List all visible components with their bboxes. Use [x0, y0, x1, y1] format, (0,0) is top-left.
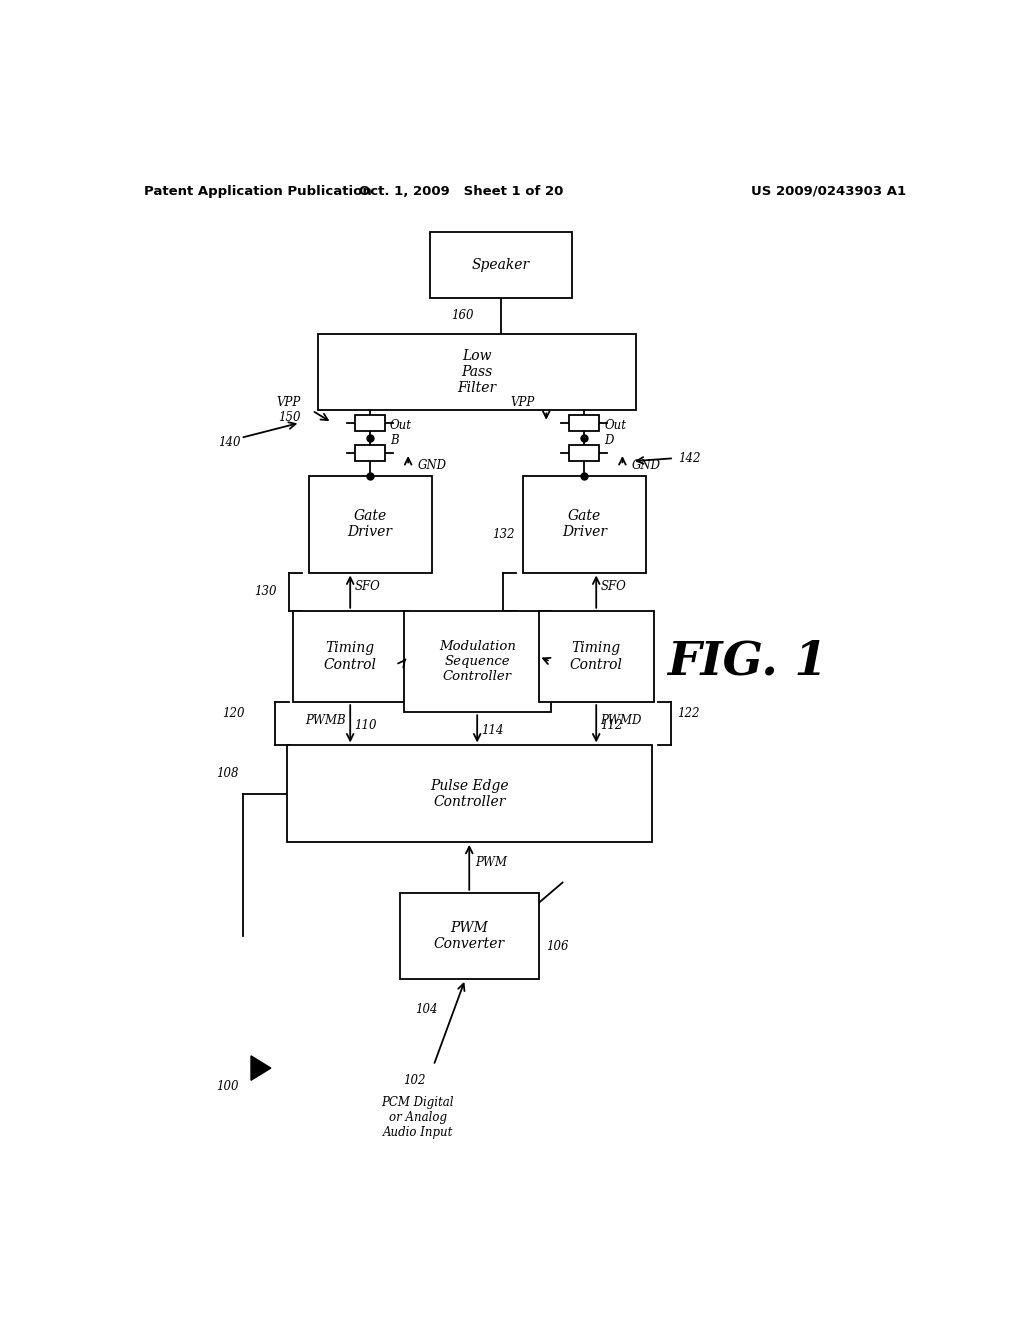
Text: 150: 150 [278, 411, 300, 424]
Text: 108: 108 [217, 767, 239, 780]
FancyBboxPatch shape [569, 414, 599, 430]
Text: 140: 140 [218, 437, 241, 450]
FancyBboxPatch shape [355, 445, 385, 461]
Text: GND: GND [418, 459, 446, 471]
Text: Gate
Driver: Gate Driver [347, 510, 392, 540]
Text: 132: 132 [493, 528, 515, 541]
Text: 122: 122 [678, 708, 700, 721]
Text: SFO: SFO [600, 579, 626, 593]
FancyBboxPatch shape [308, 477, 431, 573]
Text: GND: GND [632, 459, 660, 471]
Text: 130: 130 [254, 585, 276, 598]
FancyBboxPatch shape [399, 892, 539, 979]
Text: PWMB: PWMB [305, 714, 346, 727]
Text: 160: 160 [451, 309, 473, 322]
FancyBboxPatch shape [318, 334, 636, 411]
Text: 104: 104 [415, 1003, 437, 1016]
Text: Low
Pass
Filter: Low Pass Filter [458, 348, 497, 395]
Text: Modulation
Sequence
Controller: Modulation Sequence Controller [438, 640, 516, 682]
Polygon shape [251, 1056, 270, 1080]
Text: 112: 112 [600, 718, 623, 731]
Text: Out: Out [604, 420, 626, 432]
FancyBboxPatch shape [293, 611, 408, 702]
Text: Gate
Driver: Gate Driver [562, 510, 607, 540]
FancyBboxPatch shape [569, 445, 599, 461]
Text: Timing
Control: Timing Control [569, 642, 623, 672]
Text: 100: 100 [217, 1080, 240, 1093]
Text: 102: 102 [403, 1074, 426, 1088]
Text: D: D [604, 434, 613, 447]
Text: PWM: PWM [475, 855, 508, 869]
Text: PCM Digital
or Analog
Audio Input: PCM Digital or Analog Audio Input [381, 1096, 454, 1139]
Text: US 2009/0243903 A1: US 2009/0243903 A1 [751, 185, 905, 198]
Text: 120: 120 [222, 708, 245, 721]
Text: Timing
Control: Timing Control [324, 642, 377, 672]
FancyBboxPatch shape [430, 232, 572, 298]
Text: FIG. 1: FIG. 1 [667, 639, 827, 685]
FancyBboxPatch shape [287, 746, 652, 842]
FancyBboxPatch shape [523, 477, 646, 573]
Text: VPP: VPP [510, 396, 535, 409]
Text: VPP: VPP [275, 396, 300, 409]
Text: Patent Application Publication: Patent Application Publication [143, 185, 372, 198]
Text: SFO: SFO [354, 579, 380, 593]
Text: Out: Out [390, 420, 412, 432]
Text: Oct. 1, 2009   Sheet 1 of 20: Oct. 1, 2009 Sheet 1 of 20 [359, 185, 563, 198]
Text: 114: 114 [481, 723, 504, 737]
Text: Pulse Edge
Controller: Pulse Edge Controller [430, 779, 509, 809]
FancyBboxPatch shape [539, 611, 653, 702]
Text: 106: 106 [547, 940, 569, 953]
Text: B: B [390, 434, 398, 447]
FancyBboxPatch shape [403, 611, 551, 713]
Text: 142: 142 [678, 451, 700, 465]
Text: Speaker: Speaker [472, 259, 530, 272]
FancyBboxPatch shape [355, 414, 385, 430]
Text: PWMD: PWMD [600, 714, 642, 727]
Text: PWM
Converter: PWM Converter [434, 921, 505, 950]
Text: 110: 110 [354, 718, 377, 731]
